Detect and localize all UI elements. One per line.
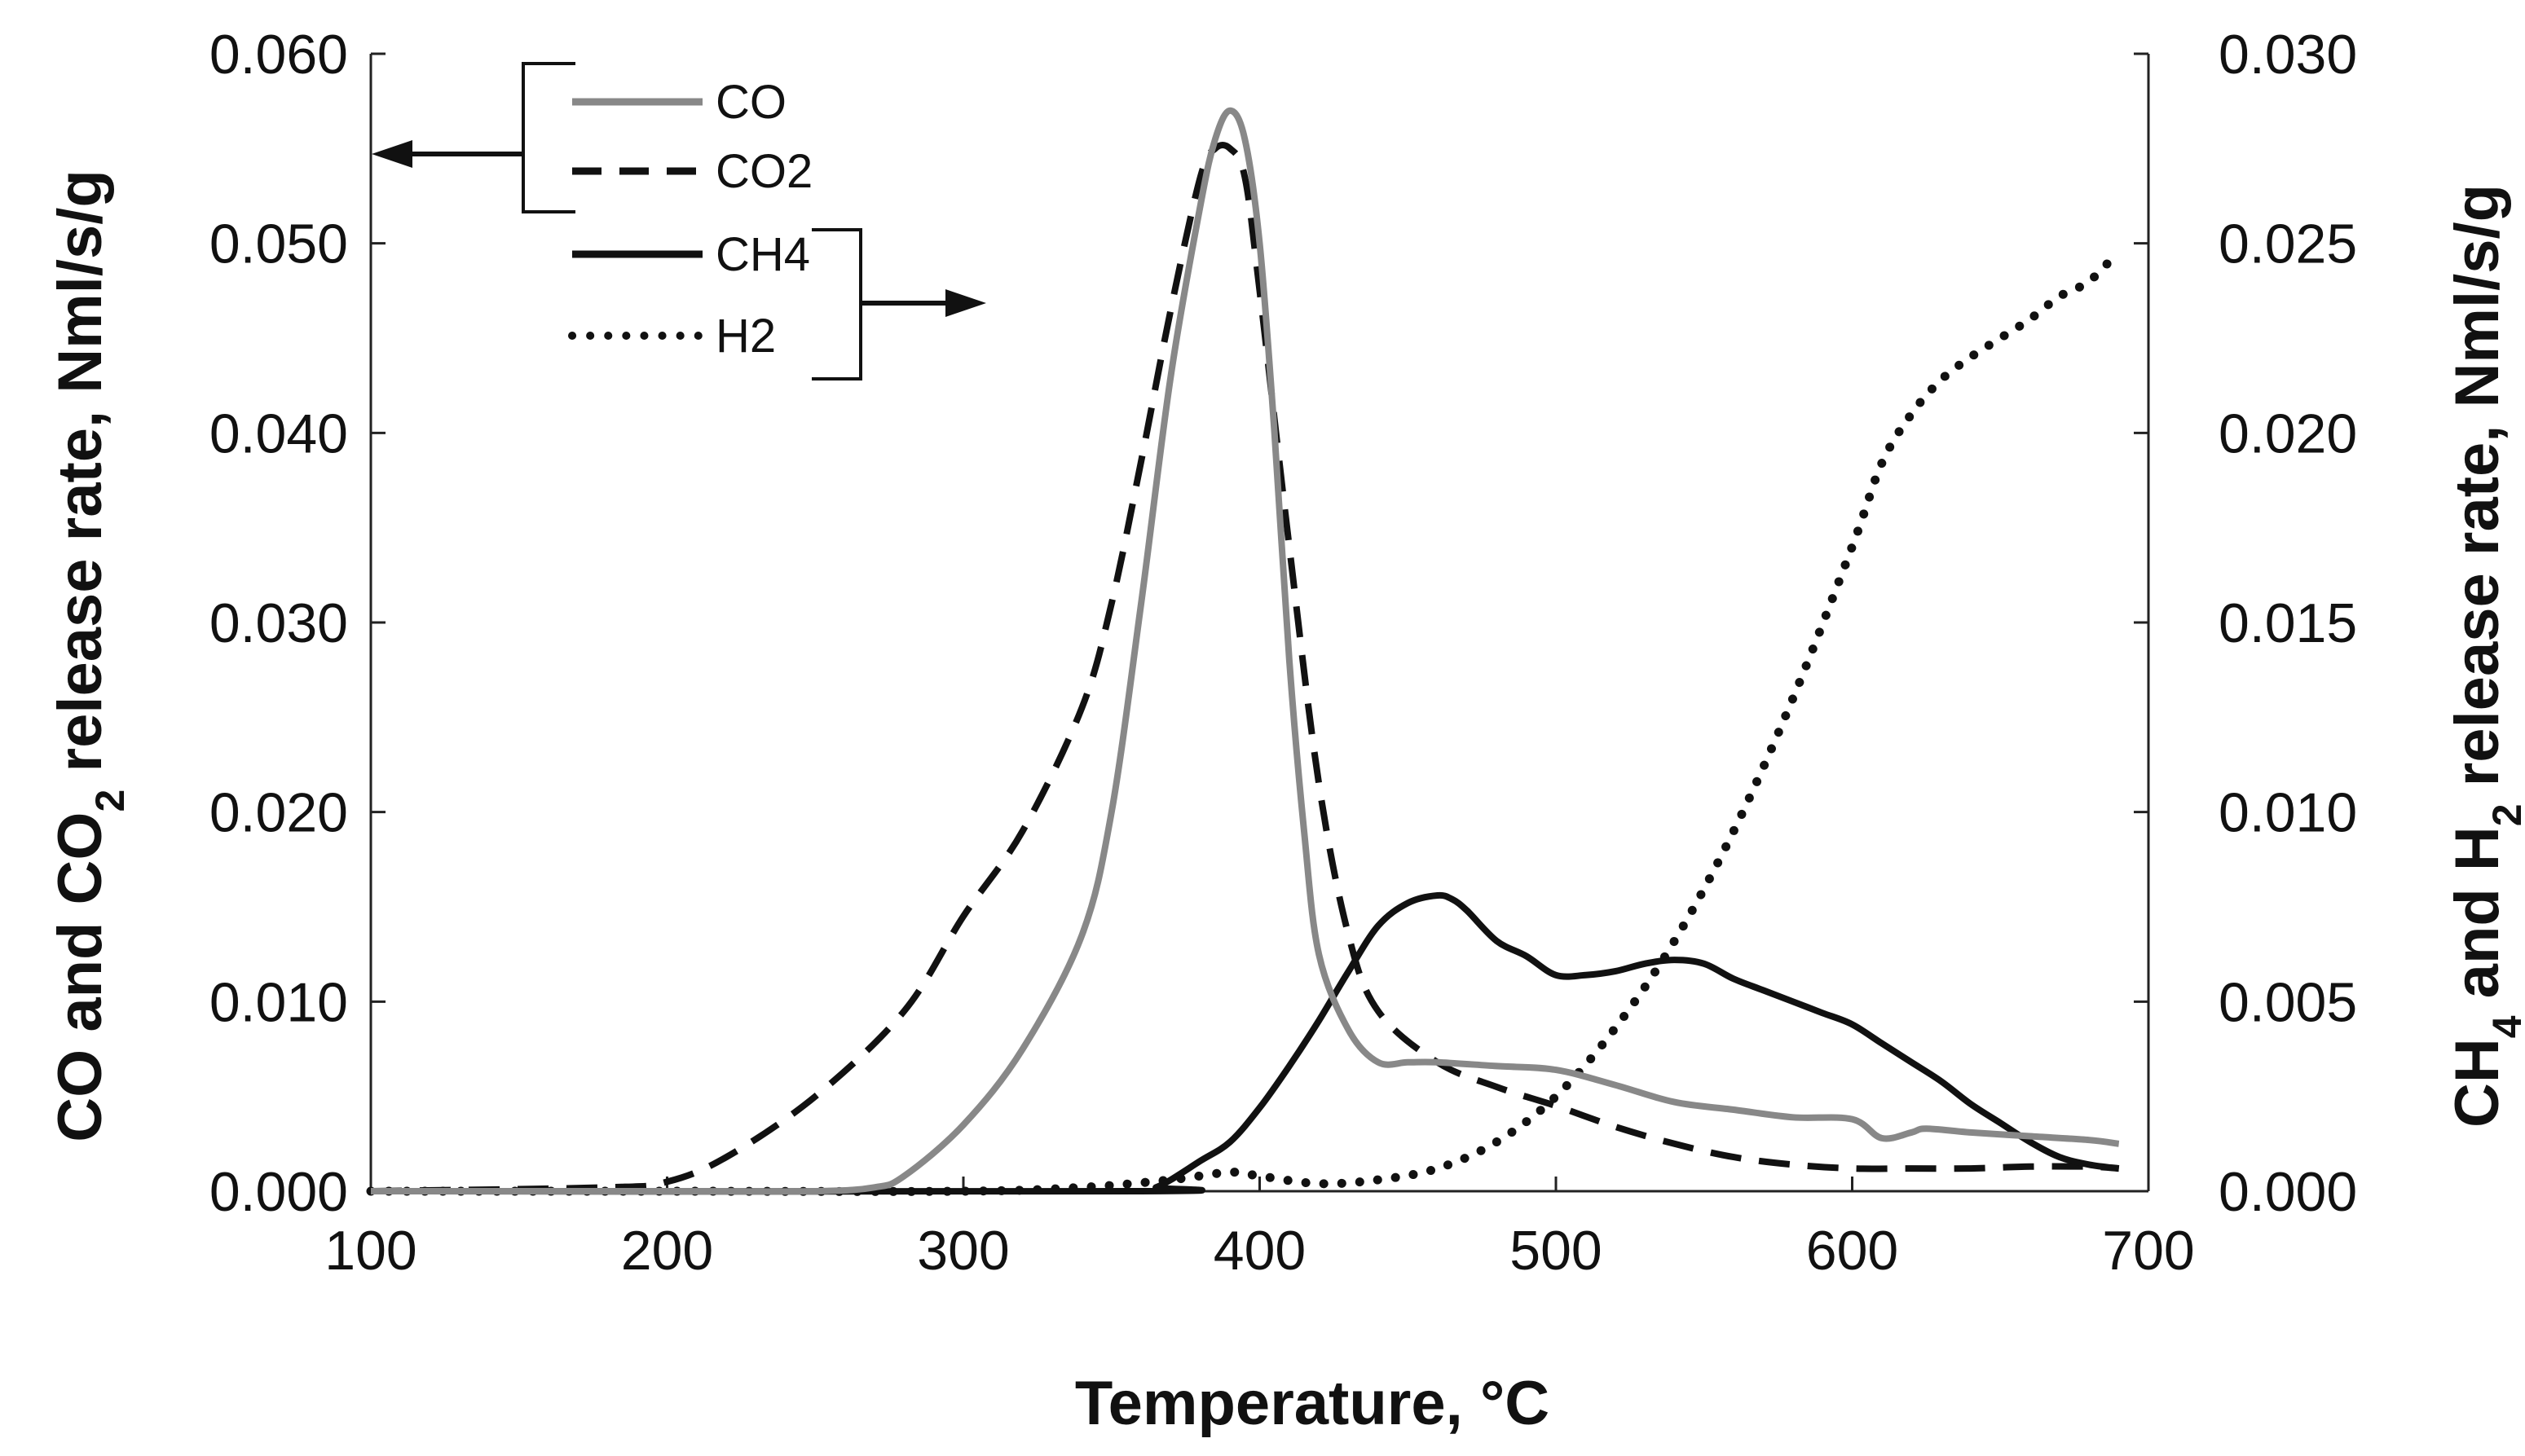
series-line-ch4 [370, 891, 2120, 1195]
legend-arrow-right-icon [945, 289, 986, 317]
x-ticks: 100 200 300 400 500 600 700 [324, 1177, 2195, 1282]
left-y-tick-label: 0.020 [209, 782, 348, 844]
legend-label-co: CO [716, 76, 787, 129]
x-tick-label: 200 [621, 1220, 713, 1282]
left-y-axis-title: CO and CO2 release rate, Nml/s/g [46, 169, 133, 1142]
left-y-tick-label: 0.050 [209, 213, 348, 275]
right-y-axis-title: CH4 and H2 release rate, Nml/s/g [2443, 184, 2525, 1128]
left-y-title-part2: release rate, Nml/s/g [46, 169, 115, 789]
legend: CO CO2 CH4 H2 [372, 62, 986, 380]
series-line-co [370, 107, 2120, 1195]
right-y-title-sub2: 2 [2484, 803, 2525, 826]
right-y-tick-label: 0.010 [2219, 782, 2357, 844]
legend-label-ch4: CH4 [716, 228, 810, 281]
series-line-co2 [370, 141, 2119, 1194]
x-axis-title: Temperature, °C [1075, 1369, 1549, 1438]
legend-bracket-right-group [812, 228, 862, 380]
left-y-ticks: 0.000 0.010 0.020 0.030 0.040 0.050 0.060 [209, 24, 386, 1223]
left-y-title-sub: 2 [87, 790, 133, 812]
left-y-title-part1: CO and CO [46, 812, 115, 1141]
left-y-tick-label: 0.010 [209, 971, 348, 1033]
legend-label-co2: CO2 [716, 145, 813, 198]
left-y-tick-label: 0.040 [209, 402, 348, 464]
x-tick-label: 700 [2102, 1220, 2194, 1282]
right-y-title-part1: CH [2443, 1038, 2512, 1128]
right-y-title-sub1: 4 [2484, 1015, 2525, 1038]
right-y-title-part3: release rate, Nml/s/g [2443, 184, 2512, 803]
x-tick-label: 600 [1806, 1220, 1898, 1282]
right-y-tick-label: 0.030 [2219, 24, 2357, 86]
x-tick-label: 300 [917, 1220, 1009, 1282]
right-y-tick-label: 0.015 [2219, 592, 2357, 654]
right-y-tick-label: 0.000 [2219, 1161, 2357, 1223]
legend-arrow-left-icon [372, 140, 412, 168]
right-y-tick-label: 0.005 [2219, 971, 2357, 1033]
right-y-title-part2: and H [2443, 826, 2512, 1015]
left-y-tick-label: 0.060 [209, 24, 348, 86]
right-y-tick-label: 0.020 [2219, 402, 2357, 464]
series-layer [366, 107, 2124, 1196]
x-tick-label: 100 [324, 1220, 416, 1282]
right-y-ticks: 0.000 0.005 0.010 0.015 0.020 0.025 0.030 [2134, 24, 2357, 1223]
left-y-tick-label: 0.000 [209, 1161, 348, 1223]
x-tick-label: 400 [1214, 1220, 1306, 1282]
left-y-tick-label: 0.030 [209, 592, 348, 654]
legend-bracket-left-group [522, 62, 575, 213]
x-tick-label: 500 [1509, 1220, 1602, 1282]
legend-label-h2: H2 [716, 310, 776, 363]
series-line-h2 [366, 246, 2124, 1196]
right-y-tick-label: 0.025 [2219, 213, 2357, 275]
